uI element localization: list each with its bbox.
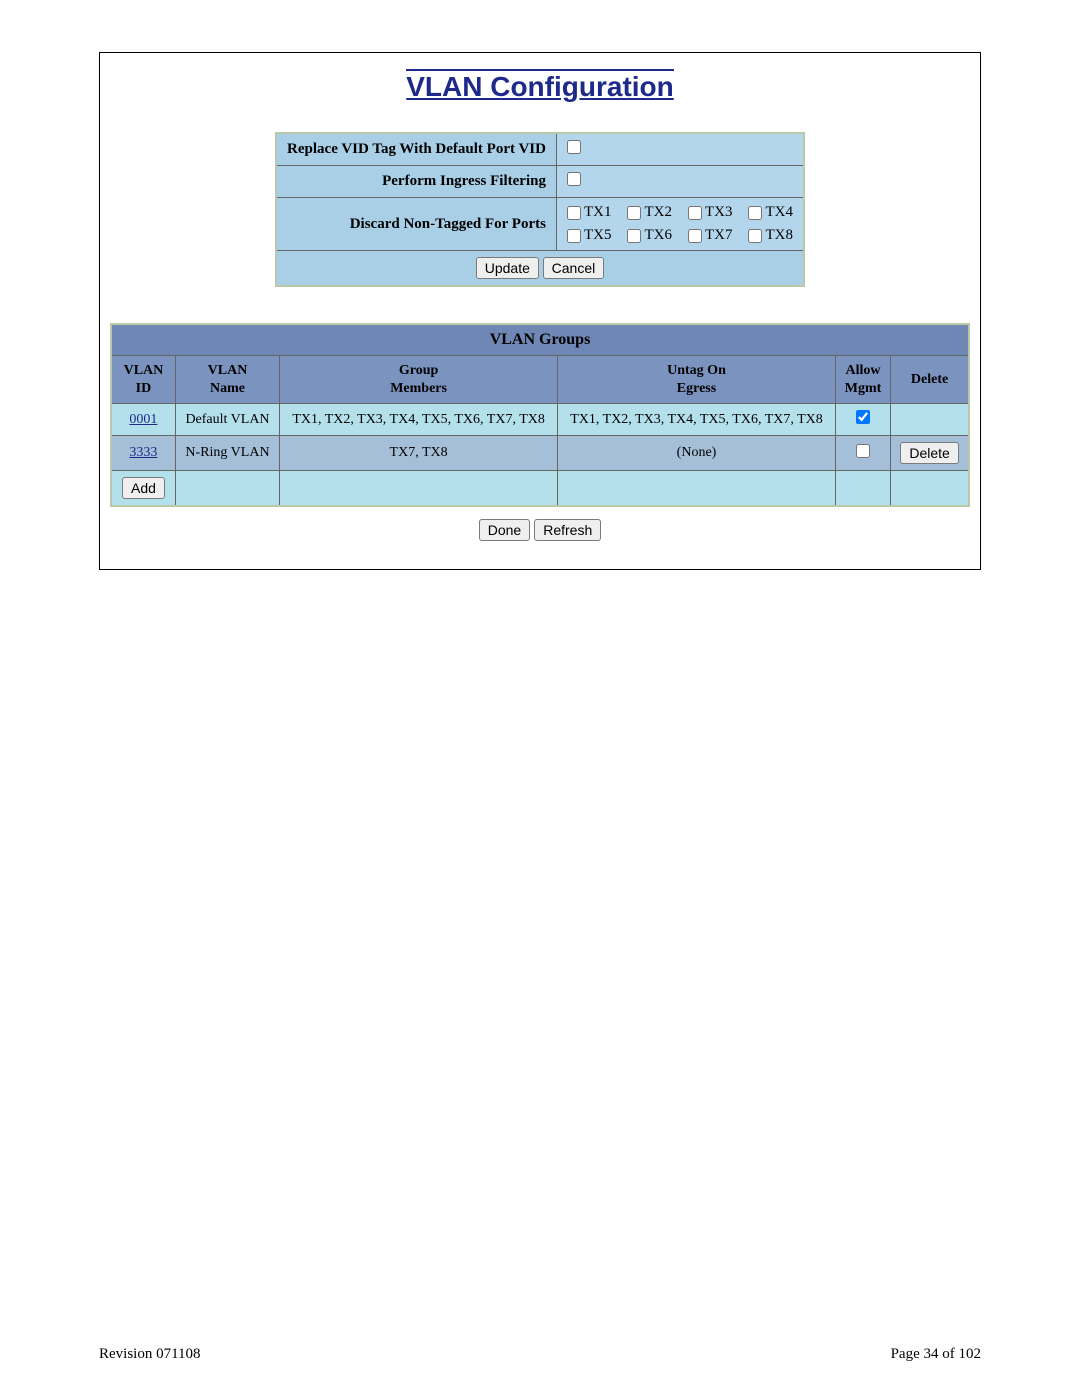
groups-header-members: GroupMembers xyxy=(280,356,558,404)
page-footer: Revision 071108 Page 34 of 102 xyxy=(99,1346,981,1363)
page-title: VLAN Configuration xyxy=(406,69,674,102)
bottom-button-bar: Done Refresh xyxy=(100,519,980,541)
port-item-tx6[interactable]: TX6 xyxy=(627,227,672,244)
port-item-tx8[interactable]: TX8 xyxy=(748,227,793,244)
ingress-filtering-checkbox[interactable] xyxy=(567,172,581,186)
untag-egress-cell: (None) xyxy=(558,436,836,471)
untag-egress-cell: TX1, TX2, TX3, TX4, TX5, TX6, TX7, TX8 xyxy=(558,404,836,436)
groups-header-delete: Delete xyxy=(891,356,969,404)
add-button[interactable]: Add xyxy=(122,477,165,499)
vlan-config-page: VLAN Configuration Replace VID Tag With … xyxy=(99,52,981,570)
cancel-button[interactable]: Cancel xyxy=(543,257,605,279)
vlan-groups-table: VLAN Groups VLANIDVLANNameGroupMembersUn… xyxy=(110,323,970,507)
port-checkbox-tx5[interactable] xyxy=(567,229,581,243)
port-checkbox-tx4[interactable] xyxy=(748,206,762,220)
port-checkbox-tx1[interactable] xyxy=(567,206,581,220)
port-item-tx4[interactable]: TX4 xyxy=(748,204,793,221)
port-checkbox-tx2[interactable] xyxy=(627,206,641,220)
port-label: TX3 xyxy=(705,204,733,221)
config-table: Replace VID Tag With Default Port VID Pe… xyxy=(275,132,805,287)
groups-header-id: VLANID xyxy=(111,356,175,404)
port-label: TX1 xyxy=(584,204,612,221)
port-checkbox-grid: TX1 TX2 TX3 TX4 TX5 TX6 TX7 TX8 xyxy=(567,204,793,244)
vlan-groups-title: VLAN Groups xyxy=(111,324,969,356)
vlan-name-cell: N-Ring VLAN xyxy=(175,436,279,471)
port-item-tx2[interactable]: TX2 xyxy=(627,204,672,221)
table-row: 0001Default VLANTX1, TX2, TX3, TX4, TX5,… xyxy=(111,404,969,436)
discard-nontagged-label: Discard Non-Tagged For Ports xyxy=(276,198,556,251)
port-label: TX4 xyxy=(765,204,793,221)
table-row: 3333 N-Ring VLANTX7, TX8(None) Delete xyxy=(111,436,969,471)
port-item-tx3[interactable]: TX3 xyxy=(688,204,733,221)
port-label: TX7 xyxy=(705,227,733,244)
page-title-container: VLAN Configuration xyxy=(100,67,980,104)
done-button[interactable]: Done xyxy=(479,519,530,541)
groups-header-untag: Untag OnEgress xyxy=(558,356,836,404)
groups-header-name: VLANName xyxy=(175,356,279,404)
port-item-tx7[interactable]: TX7 xyxy=(688,227,733,244)
vlan-id-link[interactable]: 3333 xyxy=(129,445,157,460)
ingress-filtering-label: Perform Ingress Filtering xyxy=(276,166,556,198)
delete-button[interactable]: Delete xyxy=(900,442,958,464)
allow-mgmt-checkbox[interactable] xyxy=(856,410,870,424)
port-item-tx1[interactable]: TX1 xyxy=(567,204,612,221)
update-button[interactable]: Update xyxy=(476,257,539,279)
allow-mgmt-checkbox[interactable] xyxy=(856,444,870,458)
group-members-cell: TX1, TX2, TX3, TX4, TX5, TX6, TX7, TX8 xyxy=(280,404,558,436)
footer-revision: Revision 071108 xyxy=(99,1346,201,1363)
port-label: TX6 xyxy=(644,227,672,244)
footer-page-number: Page 34 of 102 xyxy=(891,1346,981,1363)
port-label: TX2 xyxy=(644,204,672,221)
port-checkbox-tx8[interactable] xyxy=(748,229,762,243)
port-label: TX5 xyxy=(584,227,612,244)
replace-vid-checkbox[interactable] xyxy=(567,140,581,154)
refresh-button[interactable]: Refresh xyxy=(534,519,601,541)
port-label: TX8 xyxy=(765,227,793,244)
port-checkbox-tx7[interactable] xyxy=(688,229,702,243)
vlan-id-link[interactable]: 0001 xyxy=(129,412,157,427)
port-checkbox-tx3[interactable] xyxy=(688,206,702,220)
port-checkbox-tx6[interactable] xyxy=(627,229,641,243)
replace-vid-label: Replace VID Tag With Default Port VID xyxy=(276,133,556,166)
group-members-cell: TX7, TX8 xyxy=(280,436,558,471)
groups-header-allow: AllowMgmt xyxy=(835,356,890,404)
port-item-tx5[interactable]: TX5 xyxy=(567,227,612,244)
vlan-name-cell: Default VLAN xyxy=(175,404,279,436)
